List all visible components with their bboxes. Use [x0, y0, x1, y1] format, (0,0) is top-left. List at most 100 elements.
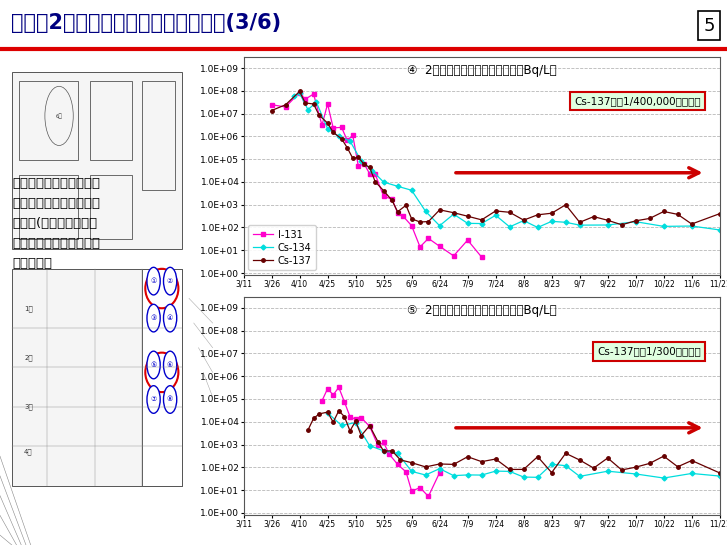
Cs-134 — [631, 471, 640, 477]
I-131 — [301, 96, 310, 102]
Cs-137 — [715, 470, 724, 476]
Cs-137 — [673, 211, 682, 217]
I-131 — [379, 439, 388, 446]
Cs-137 — [416, 219, 425, 225]
I-131 — [379, 193, 388, 199]
Cs-134 — [519, 217, 528, 224]
Cs-134 — [505, 468, 514, 475]
Cs-137 — [631, 217, 640, 224]
Cs-137 — [659, 208, 668, 215]
Text: 4号: 4号 — [24, 448, 33, 455]
I-131 — [329, 392, 337, 398]
Cs-137 — [281, 101, 290, 108]
Line: I-131: I-131 — [320, 386, 441, 498]
I-131 — [393, 461, 402, 468]
I-131 — [334, 384, 343, 391]
Cs-134 — [659, 223, 668, 229]
Cs-134 — [421, 208, 430, 215]
Cs-137 — [365, 164, 374, 171]
I-131 — [365, 423, 374, 429]
Cs-134 — [687, 470, 696, 477]
Bar — [19, 81, 78, 160]
I-131 — [309, 90, 318, 97]
Cs-137 — [421, 464, 430, 470]
Cs-137 — [659, 453, 668, 459]
Cs-137 — [424, 219, 433, 225]
Cs-134 — [365, 443, 374, 449]
Text: 5: 5 — [703, 17, 715, 35]
Cs-134 — [687, 223, 696, 229]
Cs-134 — [324, 410, 332, 416]
I-131 — [374, 442, 382, 449]
Cs-134 — [407, 468, 416, 475]
Cs-134 — [478, 220, 486, 227]
I-131 — [416, 485, 425, 491]
Cs-137 — [491, 208, 500, 214]
Bar — [90, 81, 132, 160]
Circle shape — [164, 351, 177, 379]
I-131 — [329, 125, 337, 131]
Cs-137 — [354, 154, 363, 161]
Cs-137 — [603, 455, 612, 461]
Bar — [142, 81, 175, 190]
Cs-137 — [534, 453, 542, 460]
Legend: I-131, Cs-134, Cs-137: I-131, Cs-134, Cs-137 — [249, 225, 316, 270]
Cs-134 — [534, 474, 542, 481]
Cs-134 — [421, 472, 430, 479]
Cs-137 — [357, 432, 366, 439]
Cs-134 — [659, 475, 668, 481]
Cs-137 — [393, 209, 402, 215]
Cs-137 — [396, 457, 405, 463]
I-131 — [268, 101, 276, 108]
Cs-137 — [519, 217, 528, 223]
I-131 — [357, 414, 366, 421]
Line: I-131: I-131 — [270, 91, 483, 259]
I-131 — [463, 237, 472, 244]
Cs-137 — [575, 457, 584, 463]
Cs-137 — [324, 409, 332, 415]
Cs-134 — [393, 183, 402, 190]
Cs-137 — [365, 422, 374, 429]
I-131 — [449, 252, 458, 259]
Cs-134 — [561, 219, 570, 226]
Cs-134 — [379, 447, 388, 454]
Cs-137 — [561, 202, 570, 208]
Cs-134 — [435, 465, 444, 472]
Cs-134 — [368, 167, 377, 174]
I-131 — [385, 451, 393, 457]
Cs-137 — [715, 210, 724, 217]
Cs-137 — [301, 100, 310, 106]
Line: Cs-137: Cs-137 — [306, 409, 721, 475]
Cs-137 — [351, 418, 360, 425]
I-131 — [318, 397, 326, 404]
Text: 6号: 6号 — [56, 113, 63, 119]
I-131 — [340, 398, 349, 405]
Cs-137 — [387, 447, 396, 454]
I-131 — [478, 254, 486, 261]
Cs-137 — [360, 161, 369, 167]
Cs-137 — [547, 210, 556, 216]
Cs-137 — [590, 213, 598, 220]
Text: 海水（2号機スクリーン）放射能濃度(3/6): 海水（2号機スクリーン）放射能濃度(3/6) — [11, 13, 281, 33]
Text: ⑧: ⑧ — [167, 397, 173, 403]
Cs-137 — [505, 209, 514, 216]
Cs-137 — [646, 215, 654, 222]
Circle shape — [147, 304, 160, 332]
Cs-137 — [449, 461, 458, 468]
Cs-137 — [304, 427, 313, 433]
Cs-134 — [715, 227, 724, 233]
I-131 — [387, 196, 396, 202]
Cs-137 — [343, 144, 352, 151]
Cs-137 — [407, 215, 416, 222]
Text: ④: ④ — [167, 315, 173, 321]
Cs-134 — [295, 90, 304, 96]
Cs-134 — [603, 222, 612, 228]
Text: 2号: 2号 — [24, 354, 33, 361]
Cs-137 — [268, 107, 276, 114]
Text: ③: ③ — [150, 315, 157, 321]
I-131 — [424, 493, 433, 500]
Text: 現時点でセシウム放射能
濃度の有意な変動は見ら
れない(港湾内に閉じ込
められている状態と考え
られる）。: 現時点でセシウム放射能 濃度の有意な変動は見ら れない(港湾内に閉じ込 められて… — [13, 177, 101, 270]
Cs-137 — [449, 209, 458, 216]
Cs-137 — [340, 413, 349, 420]
Cs-137 — [534, 211, 542, 218]
